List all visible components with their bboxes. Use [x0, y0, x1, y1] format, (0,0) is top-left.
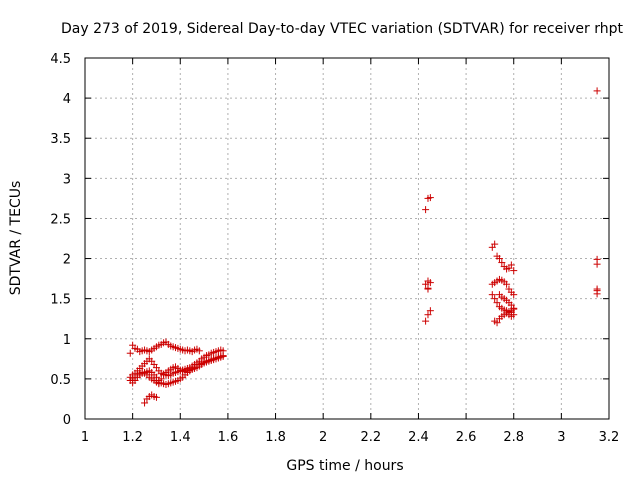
- x-tick-label: 1.8: [265, 430, 286, 445]
- data-point: [510, 304, 518, 312]
- data-point: [426, 279, 434, 287]
- data-point: [426, 307, 434, 315]
- y-tick-label: 1: [63, 333, 71, 348]
- y-tick-label: 2: [63, 253, 71, 268]
- data-point: [510, 267, 518, 275]
- x-axis-title: GPS time / hours: [286, 458, 403, 474]
- data-point: [424, 311, 432, 319]
- data-point: [157, 375, 165, 383]
- data-point: [155, 379, 163, 387]
- x-tick-label: 3: [557, 430, 565, 445]
- data-point: [510, 291, 518, 299]
- data-point: [422, 280, 430, 288]
- x-tick-label: 2.4: [408, 430, 429, 445]
- x-tick-label: 1.2: [122, 430, 143, 445]
- data-point: [593, 87, 601, 95]
- data-point: [422, 317, 430, 325]
- data-point: [219, 352, 227, 360]
- data-point: [495, 255, 503, 263]
- x-tick-label: 2.8: [503, 430, 524, 445]
- data-point: [491, 295, 499, 303]
- y-tick-label: 0: [63, 413, 71, 428]
- y-tick-label: 3: [63, 172, 71, 187]
- data-point: [503, 280, 511, 288]
- data-point: [593, 287, 601, 295]
- y-axis-title: SDTVAR / TECUs: [8, 181, 24, 296]
- x-tick-label: 1.6: [218, 430, 239, 445]
- x-tick-label: 3.2: [599, 430, 620, 445]
- data-points: [126, 87, 601, 407]
- data-point: [493, 319, 501, 327]
- y-tick-label: 4.5: [50, 52, 71, 67]
- x-axis-ticks: 1 1.2 1.4 1.6 1.8 2 2.2 2.4 2.6 2.8 3 3.2: [81, 58, 619, 445]
- grid-lines: [85, 58, 609, 419]
- data-point: [488, 291, 496, 299]
- data-point: [493, 299, 501, 307]
- x-tick-label: 2.2: [360, 430, 381, 445]
- data-point: [507, 261, 515, 269]
- data-point: [126, 349, 134, 357]
- y-tick-label: 1.5: [50, 293, 71, 308]
- data-point: [593, 260, 601, 268]
- data-point: [141, 399, 149, 407]
- y-tick-label: 3.5: [50, 132, 71, 147]
- x-tick-label: 1: [81, 430, 89, 445]
- data-point: [507, 312, 515, 320]
- x-tick-label: 2: [319, 430, 327, 445]
- y-tick-label: 0.5: [50, 373, 71, 388]
- data-point: [195, 347, 203, 355]
- data-point: [152, 393, 160, 401]
- plot-frame: [84, 57, 610, 420]
- data-point: [424, 285, 432, 293]
- data-point: [422, 206, 430, 214]
- y-tick-label: 2.5: [50, 212, 71, 227]
- y-tick-label: 4: [63, 92, 71, 107]
- x-tick-label: 2.6: [456, 430, 477, 445]
- x-tick-label: 1.4: [170, 430, 191, 445]
- chart-title: Day 273 of 2019, Sidereal Day-to-day VTE…: [61, 21, 623, 37]
- y-axis-ticks: 0 0.5 1 1.5 2 2.5 3 3.5 4 4.5: [50, 52, 609, 428]
- data-point: [491, 240, 499, 248]
- data-point: [498, 259, 506, 267]
- data-point: [426, 194, 434, 202]
